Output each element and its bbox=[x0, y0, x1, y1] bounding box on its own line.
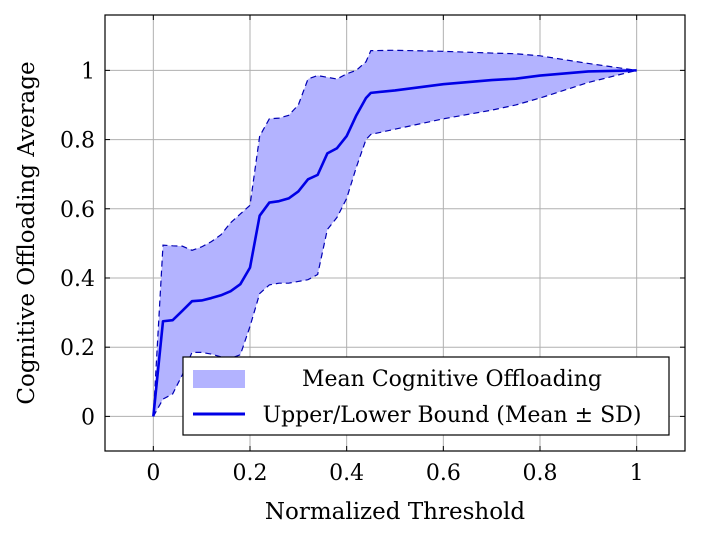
y-tick-label: 0 bbox=[81, 405, 95, 430]
legend-band-swatch bbox=[193, 370, 245, 388]
x-axis-label: Normalized Threshold bbox=[265, 499, 526, 525]
sd-band-area bbox=[153, 50, 637, 417]
legend-label-line: Upper/Lower Bound (Mean ± SD) bbox=[263, 403, 642, 428]
y-axis-label: Cognitive Offloading Average bbox=[14, 61, 40, 404]
x-tick-label: 0.6 bbox=[426, 461, 461, 486]
mean-line-layer bbox=[152, 69, 637, 417]
ticks: 0 0.2 0.4 0.6 0.8 1 0 0.2 0.4 0.6 0.8 1 bbox=[60, 15, 685, 486]
x-tick-label: 0.8 bbox=[523, 461, 558, 486]
legend-box bbox=[182, 356, 670, 436]
sd-band bbox=[152, 49, 637, 417]
y-tick-label: 1 bbox=[81, 59, 95, 84]
x-tick-label: 1 bbox=[630, 461, 644, 486]
y-tick-label: 0.2 bbox=[60, 336, 95, 361]
upper-bound-line bbox=[152, 49, 637, 417]
y-tick-label: 0.8 bbox=[60, 129, 95, 154]
y-tick-label: 0.6 bbox=[60, 198, 95, 223]
x-tick-label: 0 bbox=[146, 461, 160, 486]
legend-label-band: Mean Cognitive Offloading bbox=[302, 367, 602, 392]
x-tick-label: 0.2 bbox=[233, 461, 268, 486]
legend: Mean Cognitive Offloading Upper/Lower Bo… bbox=[182, 356, 670, 436]
plot-area bbox=[104, 14, 686, 452]
x-tick-label: 0.4 bbox=[329, 461, 364, 486]
y-tick-label: 0.4 bbox=[60, 267, 95, 292]
lower-bound-line bbox=[152, 69, 637, 417]
mean-line bbox=[152, 69, 637, 417]
